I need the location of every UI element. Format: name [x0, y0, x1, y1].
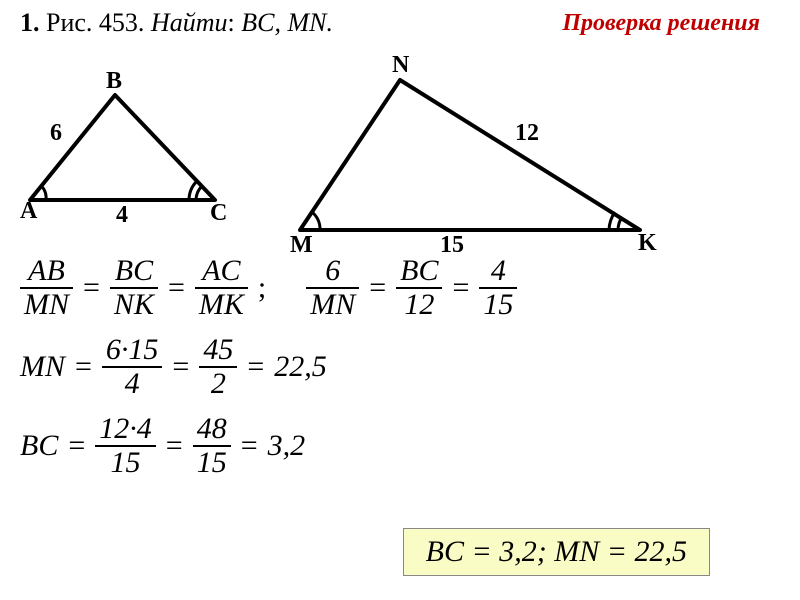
equation-mn: MN = 6·154 = 452 = 22,5 — [20, 334, 517, 399]
find-label: Найти — [151, 8, 228, 37]
triangle-abc — [30, 95, 215, 200]
equation-ratios: ABMN = BCNK = ACMK ; 6MN = BC12 = 415 — [20, 255, 517, 320]
problem-number: 1. — [20, 8, 40, 37]
vertex-c: C — [210, 200, 227, 226]
answer-text: BC = 3,2; MN = 22,5 — [426, 535, 687, 568]
triangles-diagram: A B C 6 4 M N K 12 15 — [20, 40, 660, 260]
figure-ref: Рис. 453. — [46, 8, 144, 37]
find-targets: BC, MN. — [241, 8, 333, 37]
side-nk-label: 12 — [515, 120, 539, 146]
vertex-k: K — [638, 230, 657, 256]
vertex-n: N — [392, 52, 410, 78]
problem-title: 1. Рис. 453. Найти: BC, MN. — [20, 8, 333, 38]
equation-bc: BC = 12·415 = 4815 = 3,2 — [20, 413, 517, 478]
side-ab-label: 6 — [50, 120, 62, 146]
equations-block: ABMN = BCNK = ACMK ; 6MN = BC12 = 415 MN… — [20, 255, 517, 492]
vertex-b: B — [106, 68, 122, 94]
answer-box: BC = 3,2; MN = 22,5 — [403, 528, 710, 576]
triangle-mnk — [300, 80, 640, 230]
check-solution-label: Проверка решения — [562, 10, 760, 37]
vertex-a: A — [20, 198, 38, 224]
side-ac-label: 4 — [116, 202, 128, 228]
